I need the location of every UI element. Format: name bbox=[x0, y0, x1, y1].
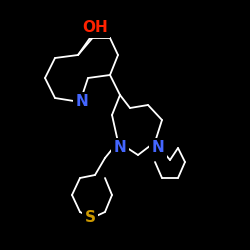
Text: N: N bbox=[114, 140, 126, 156]
Text: N: N bbox=[76, 94, 88, 110]
Text: S: S bbox=[84, 210, 96, 226]
Text: N: N bbox=[152, 140, 164, 156]
Text: OH: OH bbox=[82, 20, 108, 36]
